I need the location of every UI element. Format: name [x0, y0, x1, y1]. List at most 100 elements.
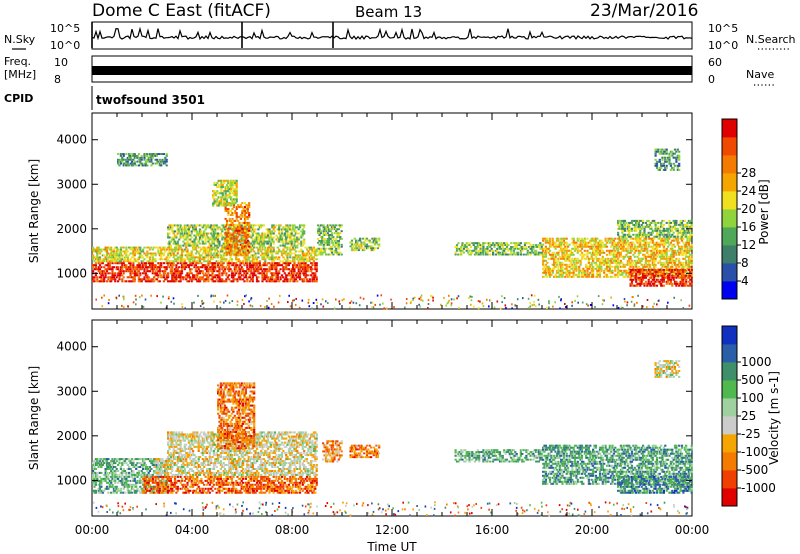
scatter-cell: [625, 253, 628, 256]
scatter-cell: [117, 266, 120, 269]
scatter-cell: [689, 237, 692, 240]
scatter-cell: [267, 276, 270, 279]
scatter-cell: [210, 270, 213, 273]
scatter-cell: [221, 268, 224, 271]
scatter-cell: [200, 262, 203, 265]
scatter-cell: [232, 192, 235, 195]
scatter-cell: [190, 254, 193, 257]
scatter-cell: [213, 192, 216, 195]
scatter-cell: [565, 267, 568, 270]
scatter-cell: [186, 264, 189, 267]
scatter-cell: [150, 268, 153, 271]
scatter-cell: [175, 276, 178, 279]
scatter-cell: [168, 262, 171, 265]
scatter-cell: [654, 245, 657, 248]
scatter-cell: [233, 250, 236, 253]
scatter-cell: [555, 253, 559, 256]
scatter-cell: [642, 243, 645, 246]
scatter-cell: [286, 280, 289, 283]
scatter-cell: [111, 256, 114, 259]
scatter-cell: [234, 202, 237, 205]
scatter-cell: [626, 271, 629, 274]
scatter-cell: [323, 249, 327, 252]
nsky-label: N.Sky: [4, 33, 36, 46]
scatter-cell: [626, 249, 629, 252]
scatter-cell: [161, 258, 164, 261]
scatter-cell: [355, 249, 358, 252]
scatter-cell: [257, 270, 260, 273]
scatter-cell: [628, 225, 631, 228]
scatter-cell: [636, 276, 639, 279]
scatter-cell: [340, 245, 343, 248]
scatter-cell: [110, 254, 113, 257]
scatter-cell: [135, 268, 138, 271]
scatter-cell: [461, 244, 464, 246]
scatter-cell: [610, 275, 613, 278]
scatter-cell: [110, 256, 113, 259]
scatter-cell: [667, 241, 670, 244]
scatter-cell: [157, 266, 160, 269]
scatter-cell: [665, 280, 668, 283]
scatter-cell: [355, 239, 358, 242]
scatter-cell: [201, 242, 204, 245]
scatter-cell: [282, 248, 285, 251]
scatter-cell: [231, 249, 234, 252]
scatter-cell: [237, 246, 240, 249]
scatter-cell: [204, 274, 207, 277]
scatter-cell: [319, 249, 322, 252]
scatter-cell: [272, 256, 275, 259]
scatter-cell: [155, 268, 159, 271]
scatter-cell: [628, 233, 631, 236]
scatter-cell: [239, 252, 242, 255]
scatter-cell: [142, 250, 145, 253]
scatter-cell: [151, 162, 154, 165]
scatter-cell: [540, 251, 543, 254]
scatter-cell: [96, 246, 99, 249]
scatter-cell: [226, 276, 229, 279]
scatter-cell: [179, 258, 182, 261]
scatter-cell: [257, 262, 260, 265]
scatter-cell: [614, 265, 617, 268]
scatter-cell: [671, 253, 674, 256]
scatter-cell: [300, 230, 303, 233]
scatter-cell: [305, 280, 309, 283]
scatter-cell: [155, 158, 159, 161]
scatter-cell: [100, 272, 103, 275]
scatter-cell: [267, 242, 270, 245]
scatter-cell: [224, 217, 227, 220]
scatter-cell: [564, 245, 567, 248]
scatter-cell: [363, 247, 366, 250]
scatter-cell: [218, 252, 221, 255]
scatter-cell: [115, 262, 118, 265]
scatter-cell: [486, 251, 489, 254]
scatter-cell: [201, 276, 204, 279]
scatter-cell: [235, 190, 238, 193]
scatter-cell: [230, 179, 233, 182]
scatter-cell: [225, 260, 228, 263]
scatter-cell: [169, 252, 172, 255]
scatter-cell: [625, 243, 628, 246]
scatter-cell: [112, 274, 115, 277]
scatter-cell: [548, 267, 552, 270]
scatter-cell: [683, 243, 686, 246]
scatter-cell: [685, 249, 688, 252]
scatter-cell: [140, 155, 143, 157]
scatter-cell: [661, 243, 664, 246]
scatter-cell: [297, 236, 300, 239]
scatter-cell: [173, 268, 177, 271]
scatter-cell: [223, 198, 226, 201]
scatter-cell: [210, 242, 213, 245]
scatter-cell: [235, 240, 238, 243]
scatter-cell: [108, 256, 111, 259]
scatter-cell: [172, 230, 175, 233]
scatter-cell: [144, 262, 147, 265]
scatter-cell: [96, 250, 99, 253]
scatter-cell: [160, 258, 163, 261]
scatter-cell: [296, 232, 299, 235]
scatter-cell: [207, 254, 210, 257]
scatter-cell: [542, 257, 545, 260]
scatter-cell: [647, 280, 650, 283]
scatter-cell: [565, 271, 568, 274]
scatter-cell: [607, 237, 610, 240]
scatter-cell: [546, 237, 549, 240]
